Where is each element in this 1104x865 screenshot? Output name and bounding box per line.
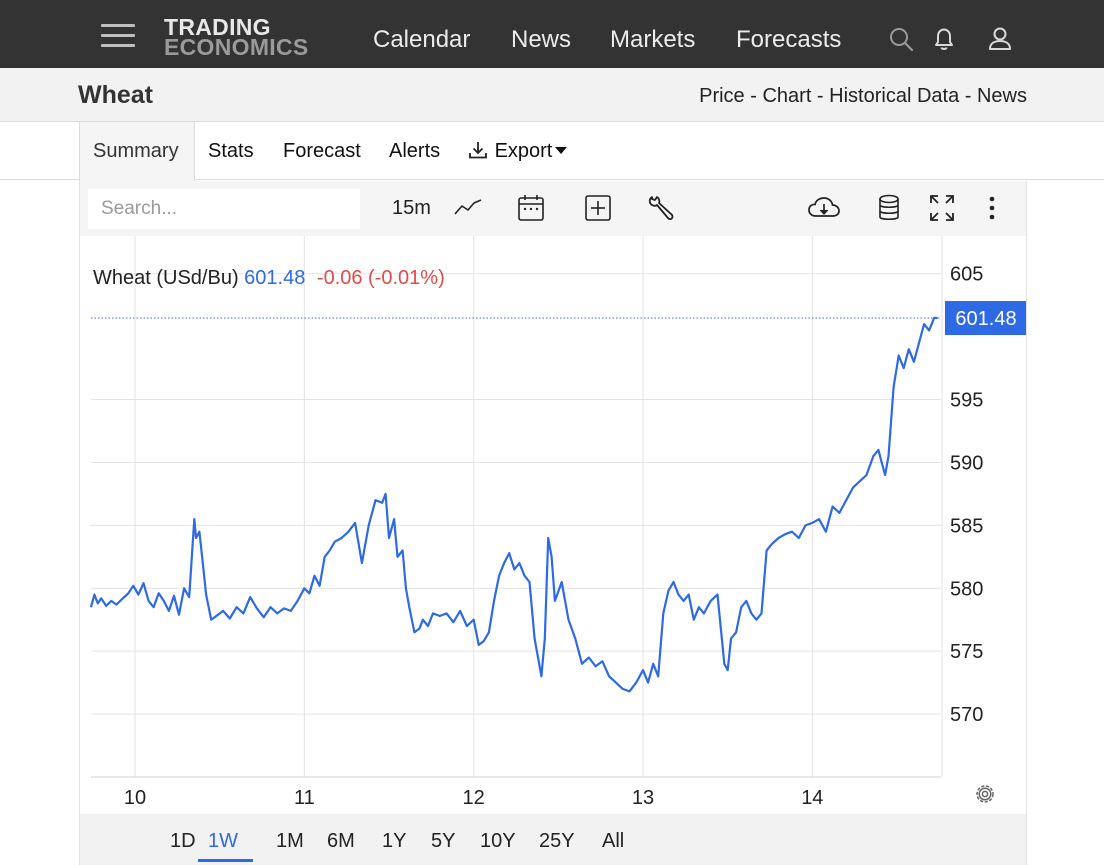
range-button-5y[interactable]: 5Y (431, 830, 456, 852)
range-button-10y[interactable]: 10Y (480, 830, 516, 852)
price-series-line (89, 316, 938, 693)
y-tick-label: 590 (950, 452, 983, 474)
legend-series-name: Wheat (USd/Bu) (93, 267, 239, 289)
tab-alerts[interactable]: Alerts (389, 122, 440, 180)
gear-icon[interactable] (976, 785, 994, 803)
search-icon[interactable] (888, 25, 914, 53)
x-tick-label: 13 (632, 787, 654, 809)
chart-container: 15m (79, 181, 1027, 865)
page-title: Wheat (78, 81, 153, 109)
tab-stats[interactable]: Stats (208, 122, 254, 180)
fullscreen-icon[interactable] (928, 193, 956, 223)
range-button-1y[interactable]: 1Y (382, 830, 407, 852)
range-button-1w[interactable]: 1W (208, 830, 238, 852)
y-tick-label: 595 (950, 390, 983, 412)
tab-forecast[interactable]: Forecast (283, 122, 361, 180)
tab-bar: Summary Stats Forecast Alerts Export (0, 122, 1104, 181)
tab-alerts-label: Alerts (389, 140, 441, 162)
title-bar: Wheat Price - Chart - Historical Data - … (0, 68, 1104, 122)
last-price-marker (945, 301, 1027, 336)
hamburger-menu-icon[interactable] (101, 24, 135, 48)
tab-summary[interactable]: Summary (79, 122, 195, 181)
cloud-download-icon[interactable] (807, 193, 841, 223)
range-button-1d[interactable]: 1D (170, 830, 196, 852)
interval-selector[interactable]: 15m (392, 197, 431, 219)
user-icon[interactable] (987, 25, 1013, 53)
x-tick-label: 11 (294, 787, 315, 809)
nav-link-markets[interactable]: Markets (610, 26, 696, 53)
tab-stats-label: Stats (208, 140, 254, 162)
breadcrumb-separator: - (744, 85, 763, 107)
breadcrumb-separator: - (959, 85, 977, 107)
y-tick-label: 585 (950, 515, 983, 537)
logo[interactable]: TRADING ECONOMICS (164, 16, 329, 60)
breadcrumb-separator: - (811, 85, 830, 107)
range-button-1m[interactable]: 1M (276, 830, 304, 852)
nav-link-forecasts[interactable]: Forecasts (736, 26, 842, 53)
breadcrumb-price[interactable]: Price (699, 85, 745, 107)
breadcrumb: Price - Chart - Historical Data - News (699, 85, 1027, 108)
search-input[interactable] (88, 189, 360, 229)
nav-link-calendar[interactable]: Calendar (373, 26, 471, 53)
download-icon (469, 141, 487, 159)
chart-plot-area[interactable]: 570 575 580 585 590 595 605 10 11 12 13 14 601.48 W… (80, 236, 1027, 814)
tab-forecast-label: Forecast (283, 140, 361, 162)
range-button-25y[interactable]: 25Y (539, 830, 575, 852)
bell-icon[interactable] (931, 25, 957, 53)
price-chart[interactable]: 570 575 580 585 590 595 605 10 11 12 13 14 601.48 (80, 236, 1027, 814)
range-button-6m[interactable]: 6M (327, 830, 355, 852)
active-range-underline (198, 859, 253, 862)
more-vertical-icon[interactable] (983, 193, 1001, 223)
legend-price: 601.48 (244, 267, 306, 289)
y-tick-label: 570 (950, 704, 983, 726)
nav-link-news[interactable]: News (511, 26, 572, 53)
range-selector: 1D 1W 1M 6M 1Y 5Y 10Y 25Y All (80, 814, 1026, 865)
breadcrumb-chart[interactable]: Chart (762, 85, 812, 107)
x-tick-label: 14 (801, 787, 823, 809)
range-button-all[interactable]: All (602, 830, 625, 852)
chart-legend: Wheat (USd/Bu) 601.48 -0.06 (-0.01%) (93, 267, 445, 290)
y-tick-label: 580 (950, 578, 983, 600)
wrench-icon[interactable] (646, 193, 676, 223)
breadcrumb-historical-data[interactable]: Historical Data (829, 85, 960, 107)
logo-line-1: TRADING (164, 14, 271, 40)
line-chart-icon[interactable] (453, 193, 483, 223)
legend-change: -0.06 (-0.01%) (316, 267, 445, 289)
chevron-down-icon (555, 146, 568, 154)
last-price-label: 601.48 (955, 308, 1016, 330)
y-tick-label: 575 (950, 641, 983, 663)
breadcrumb-news[interactable]: News (976, 85, 1027, 107)
chart-toolbar: 15m (80, 181, 1026, 236)
add-indicator-icon[interactable] (583, 193, 613, 223)
logo-line-2: ECONOMICS (164, 34, 309, 60)
top-navigation: TRADING ECONOMICS Calendar News Markets … (0, 0, 1104, 68)
database-icon[interactable] (876, 193, 902, 223)
tab-summary-label: Summary (93, 140, 179, 162)
calendar-icon[interactable] (516, 193, 546, 223)
x-tick-label: 12 (463, 787, 485, 809)
x-tick-label: 10 (124, 787, 146, 809)
tab-export-label: Export (494, 140, 553, 162)
tab-export[interactable]: Export (467, 122, 568, 180)
y-tick-label: 605 (950, 264, 983, 286)
